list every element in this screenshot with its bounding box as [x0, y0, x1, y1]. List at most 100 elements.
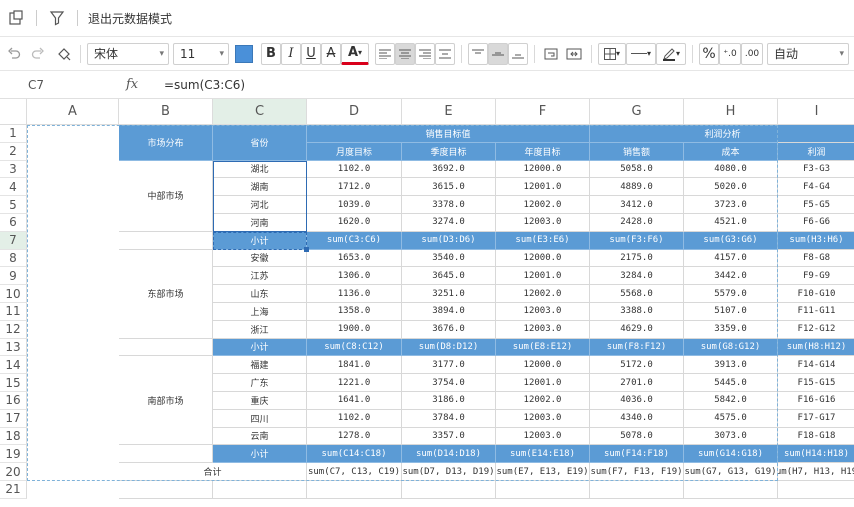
empty-cell[interactable]: [778, 214, 854, 232]
value-cell[interactable]: 3645.0: [402, 267, 496, 286]
subtotal-cell[interactable]: sum(D8:D12): [402, 338, 496, 357]
value-cell[interactable]: 4036.0: [590, 392, 684, 410]
row-header-6[interactable]: 6: [0, 214, 27, 232]
value-cell[interactable]: 1841.0: [307, 356, 402, 375]
value-cell[interactable]: 3073.0: [684, 427, 778, 446]
empty-cell[interactable]: [778, 125, 854, 143]
value-cell[interactable]: 5020.0: [684, 178, 778, 197]
undo-icon[interactable]: [4, 43, 24, 65]
row-header-13[interactable]: 13: [0, 338, 27, 357]
empty-cell[interactable]: [778, 428, 854, 446]
value-cell[interactable]: 5107.0: [684, 303, 778, 321]
subtotal-cell[interactable]: 小计: [213, 445, 307, 464]
column-header-b[interactable]: B: [119, 99, 213, 125]
subtotal-cell[interactable]: sum(G14:G18): [684, 445, 778, 464]
value-cell[interactable]: 3723.0: [684, 196, 778, 214]
row-header-2[interactable]: 2: [0, 142, 27, 161]
value-cell[interactable]: 3412.0: [590, 196, 684, 214]
column-header-c[interactable]: C: [213, 99, 307, 125]
subtotal-cell[interactable]: sum(F3:F6): [590, 231, 684, 250]
subtotal-cell[interactable]: 小计: [213, 338, 307, 357]
value-cell[interactable]: 12002.0: [496, 196, 590, 214]
percent-button[interactable]: %: [699, 42, 719, 65]
value-cell[interactable]: 3784.0: [402, 409, 496, 428]
total-cell[interactable]: sum(E7, E13, E19): [496, 463, 590, 481]
column-header-f[interactable]: F: [496, 99, 590, 125]
column-header-d[interactable]: D: [307, 99, 402, 125]
increase-decimal-button[interactable]: ⁺.0: [719, 42, 741, 65]
value-cell[interactable]: 1900.0: [307, 320, 402, 339]
value-cell[interactable]: 3251.0: [402, 285, 496, 303]
value-cell[interactable]: 4080.0: [684, 160, 778, 179]
decrease-decimal-button[interactable]: .00: [741, 42, 763, 65]
subtotal-cell[interactable]: sum(E3:E6): [496, 231, 590, 250]
empty-cell[interactable]: [119, 481, 213, 499]
province-cell[interactable]: 安徽: [213, 249, 307, 268]
province-cell[interactable]: 四川: [213, 409, 307, 428]
underline-button[interactable]: U: [301, 42, 321, 65]
subtotal-cell[interactable]: sum(E14:E18): [496, 445, 590, 464]
province-cell[interactable]: 重庆: [213, 392, 307, 410]
value-cell[interactable]: 2428.0: [590, 214, 684, 232]
total-cell[interactable]: sum(G7, G13, G19): [684, 463, 778, 481]
empty-cell[interactable]: [778, 356, 854, 375]
row-header-15[interactable]: 15: [0, 374, 27, 392]
align-right-icon[interactable]: [415, 42, 435, 65]
value-cell[interactable]: 12001.0: [496, 178, 590, 197]
row-header-1[interactable]: 1: [0, 125, 27, 143]
value-cell[interactable]: 5445.0: [684, 374, 778, 392]
borders-button[interactable]: ▾: [598, 42, 626, 65]
value-cell[interactable]: 1221.0: [307, 374, 402, 392]
value-cell[interactable]: 3754.0: [402, 374, 496, 392]
province-cell[interactable]: 江苏: [213, 267, 307, 286]
column-header-g[interactable]: G: [590, 99, 684, 125]
empty-cell[interactable]: [402, 481, 496, 499]
value-cell[interactable]: 3357.0: [402, 427, 496, 446]
value-cell[interactable]: 12003.0: [496, 320, 590, 339]
subtotal-cell[interactable]: sum(F14:F18): [590, 445, 684, 464]
row-header-21[interactable]: 21: [0, 481, 27, 499]
value-cell[interactable]: 4521.0: [684, 214, 778, 232]
total-cell[interactable]: sum(D7, D13, D19): [402, 463, 496, 481]
value-cell[interactable]: 1358.0: [307, 303, 402, 321]
value-cell[interactable]: 1306.0: [307, 267, 402, 286]
row-header-18[interactable]: 18: [0, 427, 27, 446]
value-cell[interactable]: 2175.0: [590, 249, 684, 268]
province-cell[interactable]: 山东: [213, 285, 307, 303]
subtotal-cell[interactable]: sum(D14:D18): [402, 445, 496, 464]
fill-handle[interactable]: [304, 246, 309, 252]
value-cell[interactable]: 3388.0: [590, 303, 684, 321]
row-header-4[interactable]: 4: [0, 178, 27, 197]
value-cell[interactable]: 4629.0: [590, 320, 684, 339]
value-cell[interactable]: 12003.0: [496, 427, 590, 446]
value-cell[interactable]: 5058.0: [590, 160, 684, 179]
wrap-text-icon[interactable]: [541, 43, 563, 65]
formula-input[interactable]: =sum(C3:C6): [164, 77, 246, 92]
value-cell[interactable]: 12002.0: [496, 392, 590, 410]
row-header-5[interactable]: 5: [0, 196, 27, 214]
font-color-button[interactable]: A ▾: [341, 42, 369, 65]
province-cell[interactable]: 河北: [213, 196, 307, 214]
border-color-button[interactable]: ▾: [656, 42, 686, 65]
empty-cell[interactable]: [778, 392, 854, 410]
empty-cell[interactable]: [778, 196, 854, 214]
value-cell[interactable]: 4157.0: [684, 249, 778, 268]
subtotal-cell[interactable]: sum(F8:F12): [590, 338, 684, 357]
empty-cell[interactable]: [496, 481, 590, 499]
line-style-button[interactable]: ▾: [626, 42, 656, 65]
value-cell[interactable]: 4889.0: [590, 178, 684, 197]
column-header-a[interactable]: A: [27, 99, 119, 125]
row-header-12[interactable]: 12: [0, 320, 27, 339]
value-cell[interactable]: 4575.0: [684, 409, 778, 428]
value-cell[interactable]: 3540.0: [402, 249, 496, 268]
empty-cell[interactable]: [778, 250, 854, 268]
value-cell[interactable]: 5579.0: [684, 285, 778, 303]
total-cell[interactable]: sum(C7, C13, C19): [307, 463, 402, 481]
value-cell[interactable]: 12001.0: [496, 374, 590, 392]
province-cell[interactable]: 云南: [213, 427, 307, 446]
value-cell[interactable]: 1278.0: [307, 427, 402, 446]
value-cell[interactable]: 3284.0: [590, 267, 684, 286]
italic-button[interactable]: I: [281, 42, 301, 65]
empty-cell[interactable]: [213, 481, 307, 499]
value-cell[interactable]: 1136.0: [307, 285, 402, 303]
